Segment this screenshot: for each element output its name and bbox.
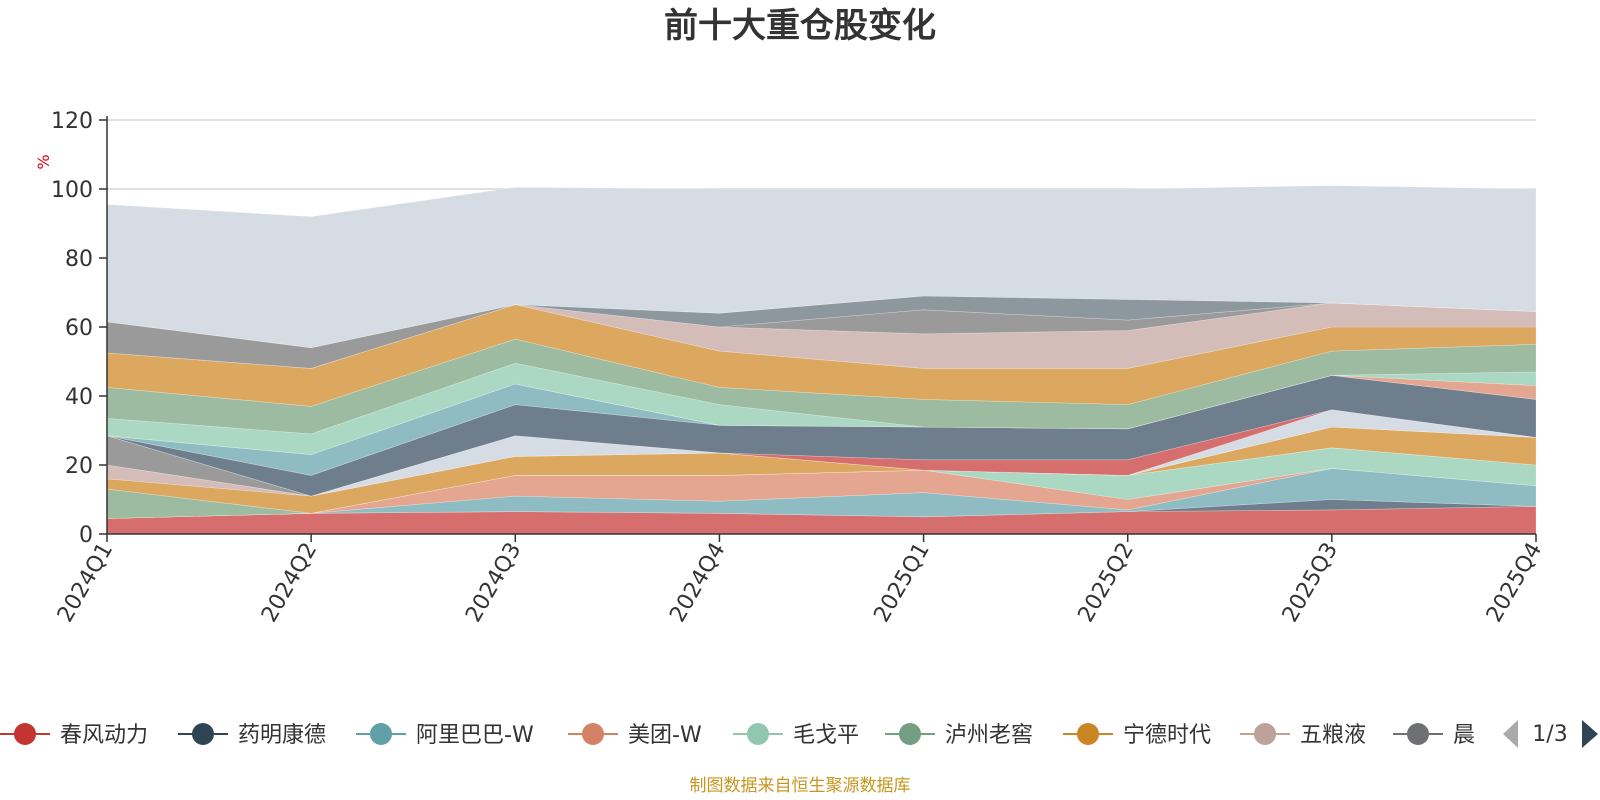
x-tick-label: 2024Q1: [53, 539, 118, 627]
legend-label: 五粮液: [1300, 723, 1366, 748]
area-series-16: [106, 304, 1537, 407]
legend-label: 泸州老窖: [945, 723, 1033, 748]
legend-item[interactable]: 毛戈平: [733, 723, 859, 748]
legend-label: 春风动力: [60, 723, 148, 748]
legend-label: 药明康德: [238, 723, 326, 748]
data-source-note: 制图数据来自恒生聚源数据库: [690, 776, 911, 796]
legend-next-page-icon[interactable]: [1582, 720, 1598, 748]
y-tick-label: 0: [79, 523, 93, 548]
area-series-13: [106, 374, 1537, 455]
legend-label: 毛戈平: [793, 723, 859, 748]
x-tick-label: 2024Q2: [257, 539, 322, 627]
legend-label: 宁德时代: [1123, 723, 1211, 748]
y-tick-label: 40: [65, 385, 93, 410]
legend-page-indicator: 1/3: [1532, 722, 1567, 747]
legend-item[interactable]: 药明康德: [178, 723, 326, 748]
legend-marker-icon: [370, 723, 392, 745]
x-tick-label: 2025Q4: [1482, 539, 1547, 627]
y-tick-label: 120: [51, 109, 93, 134]
legend-prev-page-icon[interactable]: [1503, 720, 1518, 748]
x-tick-label: 2025Q2: [1074, 539, 1139, 627]
legend-marker-icon: [582, 723, 604, 745]
legend-marker-icon: [899, 723, 921, 745]
legend-label: 美团-W: [628, 723, 702, 748]
legend-item[interactable]: 阿里巴巴-W: [356, 723, 534, 748]
legend-item[interactable]: 宁德时代: [1063, 723, 1211, 748]
y-tick-label: 80: [65, 247, 93, 272]
chart-title: 前十大重仓股变化: [664, 6, 936, 46]
x-tick-label: 2024Q4: [665, 539, 730, 627]
x-tick-label: 2025Q3: [1278, 539, 1343, 627]
legend-marker-icon: [1254, 723, 1276, 745]
legend-item[interactable]: 春风动力: [0, 723, 148, 748]
stacked-areas: [106, 185, 1537, 535]
y-tick-label: 100: [51, 178, 93, 203]
y-tick-label: 20: [65, 454, 93, 479]
legend-items: 春风动力 药明康德 阿里巴巴-W 美团-W 毛戈平 泸州老窖 宁德时代 五粮液 晨: [0, 723, 1475, 748]
legend-marker-icon: [1407, 723, 1429, 745]
legend-marker-icon: [1077, 723, 1099, 745]
legend-marker-icon: [192, 723, 214, 745]
legend-item[interactable]: 五粮液: [1240, 723, 1366, 748]
area-series-6: [106, 426, 1537, 514]
x-tick-label: 2025Q1: [869, 539, 934, 627]
legend-label: 晨: [1453, 723, 1475, 748]
y-tick-label: 60: [65, 316, 93, 341]
x-tick-label: 2024Q3: [461, 539, 526, 627]
legend: 春风动力 药明康德 阿里巴巴-W 美团-W 毛戈平 泸州老窖 宁德时代 五粮液 晨 1/3: [0, 720, 1598, 748]
area-series-20: [106, 185, 1537, 349]
legend-marker-icon: [747, 723, 769, 745]
legend-item[interactable]: 晨: [1393, 723, 1475, 748]
legend-item[interactable]: 美团-W: [568, 723, 702, 748]
legend-marker-icon: [14, 723, 36, 745]
area-series-11: [106, 374, 1537, 497]
legend-item[interactable]: 泸州老窖: [885, 723, 1033, 748]
y-axis-unit-label: %: [34, 154, 53, 169]
legend-label: 阿里巴巴-W: [416, 723, 534, 748]
